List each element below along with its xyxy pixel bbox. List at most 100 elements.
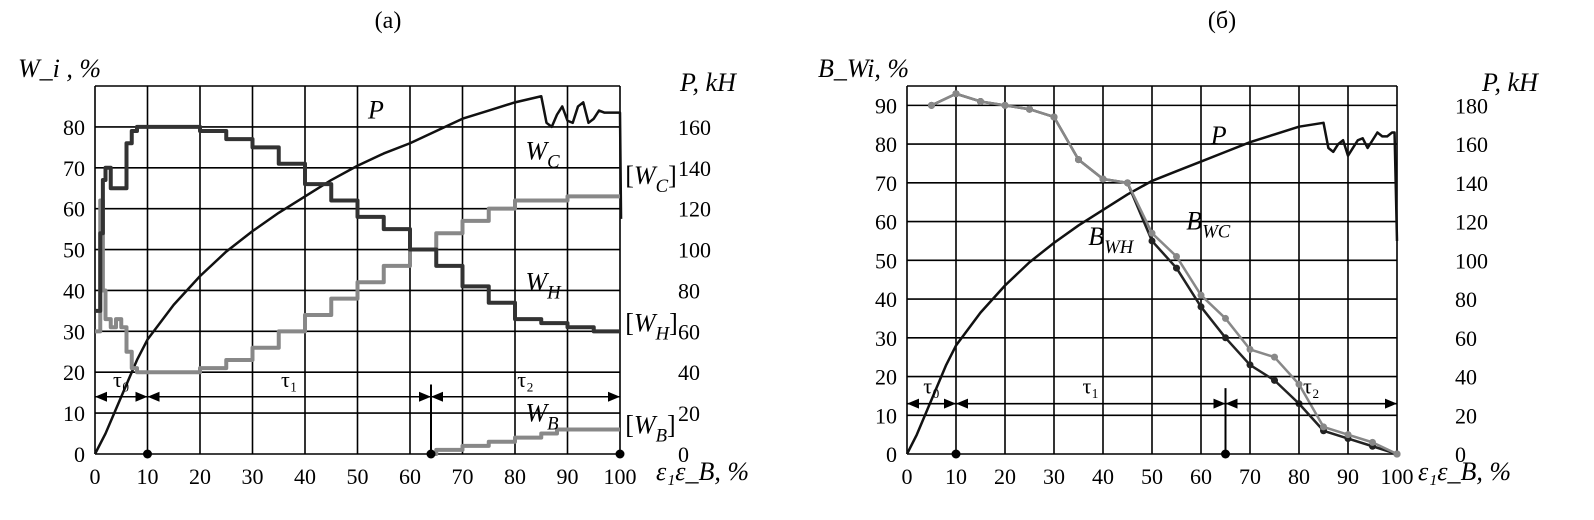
data-point-b-wc bbox=[952, 90, 960, 98]
panel-a-left-axis-title: W_i , % bbox=[18, 54, 101, 83]
interval-arrow-right bbox=[944, 398, 956, 409]
data-point-b-wc bbox=[1246, 345, 1254, 353]
interval-arrow-left bbox=[95, 391, 107, 402]
data-point-b-wc bbox=[1075, 156, 1082, 164]
y-right-tick-label: 60 bbox=[1455, 326, 1477, 351]
interval-arrow-right bbox=[135, 391, 148, 402]
series-line-w-h bbox=[95, 124, 620, 334]
interval-arrow-right bbox=[419, 391, 431, 402]
data-point-b-wc bbox=[1148, 229, 1156, 237]
y-left-tick-label: 70 bbox=[63, 156, 85, 181]
data-point-b-wc bbox=[977, 97, 984, 105]
y-left-tick-label: 40 bbox=[875, 287, 897, 312]
data-point-b-wc bbox=[1320, 423, 1327, 431]
series-annotation: P bbox=[367, 96, 384, 125]
x-tick-label: 0 bbox=[90, 464, 101, 489]
data-point-b-wc bbox=[1001, 101, 1009, 109]
x-tick-label: 60 bbox=[399, 464, 421, 489]
interval-label: τ₀ bbox=[923, 374, 940, 399]
data-point-b-wc bbox=[1197, 291, 1205, 299]
interval-arrow-right bbox=[1385, 398, 1397, 409]
data-point-b-wc bbox=[1393, 450, 1401, 458]
panel-a-label: (a) bbox=[375, 8, 402, 34]
x-tick-label: 90 bbox=[557, 464, 579, 489]
y-left-tick-label: 80 bbox=[63, 115, 85, 140]
x-axis-marker bbox=[615, 449, 625, 459]
panel-a-right-axis-title: P, kH bbox=[679, 68, 737, 97]
y-left-tick-label: 20 bbox=[875, 365, 897, 390]
y-right-tick-label: 120 bbox=[678, 197, 711, 222]
data-point-b-wc bbox=[1026, 105, 1033, 113]
panel-b-x-axis-title: ε₁ε_B, % bbox=[1418, 457, 1511, 486]
data-point-b-wh bbox=[1271, 376, 1278, 384]
data-point-b-wh bbox=[1222, 334, 1229, 342]
interval-arrow-left bbox=[1225, 398, 1238, 409]
y-left-tick-label: 20 bbox=[63, 360, 85, 385]
panel-b-right-axis-title: P, kH bbox=[1481, 68, 1539, 97]
panel-b-label: (б) bbox=[1208, 8, 1236, 34]
panel-b-gridlines bbox=[906, 85, 1398, 455]
series-annotation: WB bbox=[526, 398, 560, 434]
y-left-tick-label: 60 bbox=[875, 210, 897, 235]
x-axis-marker bbox=[426, 449, 436, 459]
x-tick-label: 60 bbox=[1190, 464, 1212, 489]
interval-arrow-left bbox=[431, 391, 443, 402]
y-right-tick-label: 140 bbox=[678, 156, 711, 181]
panel-a-x-axis-title: ε₁ε_B, % bbox=[656, 457, 749, 486]
panel-b-left-axis-title: B_Wi, % bbox=[818, 54, 909, 83]
y-left-tick-label: 40 bbox=[63, 278, 85, 303]
x-tick-label: 70 bbox=[452, 464, 474, 489]
data-point-b-wh bbox=[1148, 237, 1156, 245]
series-line-w-b bbox=[431, 427, 620, 456]
y-right-tick-label: 80 bbox=[678, 278, 700, 303]
x-tick-label: 100 bbox=[1381, 464, 1414, 489]
panel-b-annotations: P BWC BWH τ₀ τ₁ τ₂ bbox=[907, 121, 1397, 459]
y-left-tick-label: 70 bbox=[875, 171, 897, 196]
x-tick-label: 90 bbox=[1337, 464, 1359, 489]
interval-arrow-left bbox=[147, 391, 160, 402]
y-left-tick-label: 10 bbox=[63, 401, 85, 426]
data-point-b-wh bbox=[1173, 264, 1180, 272]
data-point-b-wc bbox=[928, 101, 935, 109]
x-tick-label: 40 bbox=[294, 464, 316, 489]
panel-b-chart: (б) B_Wi, % P, kH ε₁ε_B, % 0 10 20 30 40 50 60… bbox=[818, 8, 1539, 489]
series-annotation: [WH] bbox=[625, 308, 678, 344]
interval-label: τ₁ bbox=[281, 367, 298, 392]
x-tick-label: 40 bbox=[1092, 464, 1114, 489]
series-annotation: WC bbox=[526, 137, 561, 173]
x-tick-label: 50 bbox=[1141, 464, 1163, 489]
series-annotation: BWC bbox=[1186, 206, 1230, 242]
y-right-tick-label: 180 bbox=[1455, 93, 1488, 118]
y-right-tick-label: 20 bbox=[678, 401, 700, 426]
panel-b-series bbox=[905, 90, 1401, 458]
panel-a-annotations: P WC WH WB [WC] [WH] [WB] τ₀ τ₁ τ₂ bbox=[95, 96, 678, 459]
data-point-b-wh bbox=[1246, 361, 1254, 369]
x-tick-label: 80 bbox=[504, 464, 526, 489]
y-right-tick-label: 0 bbox=[678, 442, 689, 467]
interval-label: τ₂ bbox=[1303, 374, 1320, 399]
y-right-tick-label: 0 bbox=[1455, 442, 1466, 467]
data-point-b-wh bbox=[1197, 303, 1205, 311]
y-left-tick-label: 90 bbox=[875, 93, 897, 118]
panel-a-ticks: 0 10 20 30 40 50 60 70 80 90 100 0 10 20 30 40 50 60 70 80 0… bbox=[63, 115, 711, 489]
series-annotation: P bbox=[1210, 121, 1227, 150]
interval-arrow-left bbox=[956, 398, 968, 409]
y-right-tick-label: 120 bbox=[1455, 210, 1488, 235]
y-right-tick-label: 100 bbox=[1455, 248, 1488, 273]
y-right-tick-label: 160 bbox=[678, 115, 711, 140]
y-right-tick-label: 80 bbox=[1455, 287, 1477, 312]
y-left-tick-label: 60 bbox=[63, 197, 85, 222]
data-point-b-wc bbox=[1050, 113, 1058, 121]
y-right-tick-label: 100 bbox=[678, 238, 711, 263]
y-left-tick-label: 50 bbox=[875, 248, 897, 273]
interval-arrow-left bbox=[907, 398, 919, 409]
data-point-b-wc bbox=[1173, 252, 1180, 260]
interval-arrow-right bbox=[608, 391, 620, 402]
x-tick-label: 10 bbox=[945, 464, 967, 489]
x-tick-label: 80 bbox=[1288, 464, 1310, 489]
panel-a-chart: (a) W_i , % P, kH ε₁ε_B, % 0 10 20 30 40 50 60… bbox=[18, 8, 749, 489]
x-tick-label: 100 bbox=[604, 464, 637, 489]
y-left-tick-label: 30 bbox=[875, 326, 897, 351]
series-annotation: BWH bbox=[1088, 222, 1134, 258]
